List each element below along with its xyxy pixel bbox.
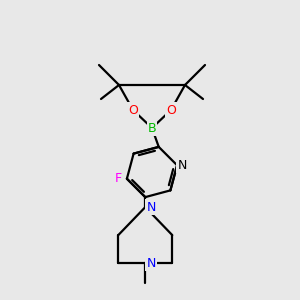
Text: O: O [166,103,176,116]
Text: N: N [177,159,187,172]
Text: B: B [148,122,156,134]
Text: O: O [128,103,138,116]
Text: N: N [147,256,156,270]
Text: N: N [147,201,156,214]
Text: F: F [114,172,122,185]
